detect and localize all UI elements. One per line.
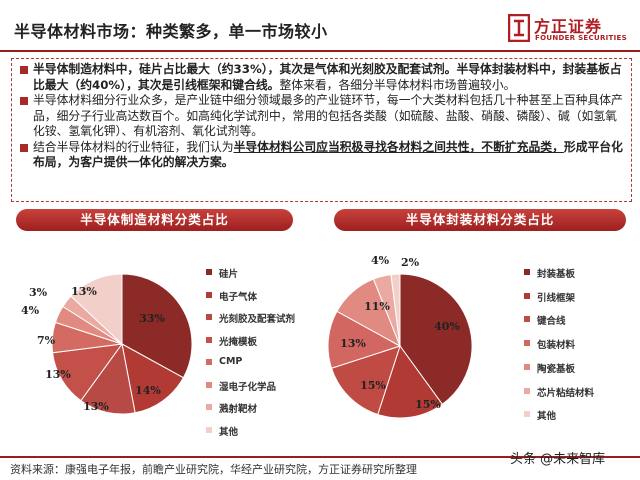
bullet-square-icon — [20, 143, 28, 152]
chart-title-packaging: 半导体封装材料分类占比 — [334, 209, 626, 231]
bullet-square-icon — [20, 66, 28, 74]
header-divider — [0, 50, 640, 52]
pie-slice-1-1 — [377, 344, 444, 419]
summary-paragraph-1: 半导体制造材料中，硅片占比最大（约33%），其次是气体和光刻胶及配套试剂。半导体… — [20, 62, 623, 93]
legend-label: 陶瓷基板 — [537, 363, 576, 375]
pie-slice-1-6 — [390, 273, 401, 347]
pie-value-label-1-5: 4% — [371, 254, 390, 267]
legend-swatch — [524, 411, 530, 418]
page-header: 半导体材料市场：种类繁多，单一市场较小 方正证券 FOUNDER SECURIT… — [0, 0, 640, 48]
pie-value-label-0-1: 14% — [135, 384, 161, 397]
footer-divider — [0, 456, 640, 458]
page-footer: 资料来源：康强电子年报，前瞻产业研究院，华经产业研究院，方正证券研究所整理 — [0, 456, 640, 480]
legend-swatch — [206, 404, 212, 410]
legend-label: 引线框架 — [537, 292, 576, 304]
summary-paragraph-2: 半导体材料细分行业众多，是产业链中细分领域最多的产业链环节，每一个大类材料包括几… — [20, 93, 623, 140]
legend-label: 溅射靶材 — [219, 404, 258, 415]
pie-value-label-1-6: 2% — [401, 256, 420, 269]
legend-swatch — [206, 381, 212, 388]
bullet-square-icon — [20, 97, 28, 105]
summary-paragraph-3: 结合半导体材料的行业特征，我们认为半导体材料公司应当积极寻找各材料之间共性，不断… — [20, 140, 623, 171]
pie-value-label-0-3: 13% — [45, 368, 71, 381]
legend-label: 芯片粘结材料 — [537, 387, 595, 399]
legend-label: 封装基板 — [537, 269, 576, 280]
logo-text-cn: 方正证券 — [534, 17, 603, 36]
pie-value-label-1-1: 15% — [415, 398, 441, 411]
pie-slice-0-0 — [121, 273, 193, 379]
watermark-text: 头条 @未来智库 — [510, 452, 606, 467]
legend-label: 硅片 — [219, 269, 239, 280]
legend-swatch — [206, 269, 212, 275]
legend-label: 其他 — [219, 426, 239, 438]
founder-logo-icon — [508, 14, 530, 42]
legend-swatch — [206, 336, 212, 343]
legend-swatch — [524, 363, 530, 370]
summary-p1-bold-1: 半导体制造材料中，硅片占比最大（约33%），其次是气体和光刻胶及配套试剂。 — [33, 62, 457, 76]
pie-value-label-0-5: 4% — [21, 304, 40, 317]
legend-label: 电子气体 — [219, 291, 258, 303]
pie-value-label-0-7: 13% — [71, 285, 97, 298]
chart-title-manufacturing: 半导体制造材料分类占比 — [16, 209, 293, 231]
legend-label: 包装材料 — [537, 340, 576, 352]
data-source-note: 资料来源：康强电子年报，前瞻产业研究院，华经产业研究院，方正证券研究所整理 — [10, 463, 417, 476]
pie-slice-0-7 — [70, 273, 123, 346]
pie-slice-0-1 — [121, 343, 185, 414]
legend-label: 光刻胶及配套试剂 — [219, 314, 296, 325]
legend-swatch — [524, 340, 530, 347]
pie-value-label-1-0: 40% — [434, 320, 460, 333]
legend-label: 湿电子化学品 — [219, 381, 277, 393]
legend-label: 键合线 — [537, 316, 566, 328]
pie-value-label-0-2: 13% — [83, 400, 109, 413]
summary-p3-bold-underline: 半导体材料公司应当积极寻找各材料之间共性，不断扩充品类， — [233, 139, 564, 154]
legend-swatch — [524, 316, 530, 323]
legend-swatch — [206, 314, 212, 320]
pie-value-label-1-3: 13% — [340, 337, 366, 350]
legend-label: 光掩模板 — [219, 336, 258, 348]
founder-logo: 方正证券 FOUNDER SECURITIES — [508, 12, 632, 48]
manufacturing-pie-chart: 33% 14% 13% 13% 7% 4% 3% 13% 40% 15% 15% 13% 11% 4% 2% — [21, 254, 473, 419]
summary-p2-text: 半导体材料细分行业众多，是产业链中细分领域最多的产业链环节，每一个大类材料包括几… — [33, 93, 623, 138]
summary-p3-normal: 结合半导体材料的行业特征，我们认为 — [33, 139, 234, 154]
summary-p1-normal: 整体来看，各细分半导体材料市场普遍较小。 — [279, 77, 516, 92]
summary-box: 半导体制造材料中，硅片占比最大（约33%），其次是气体和光刻胶及配套试剂。半导体… — [11, 58, 632, 202]
pie-value-label-0-4: 7% — [37, 334, 56, 347]
pie-slice-1-3 — [327, 310, 402, 369]
legend-swatch — [524, 292, 530, 299]
page-title: 半导体材料市场：种类繁多，单一市场较小 — [14, 22, 328, 41]
legend-swatch — [524, 269, 530, 275]
summary-p1-bold-2: 半导体封装材料中，封装基板占比最大（约40%），其次是引线框架和键合线。 — [33, 62, 622, 92]
legend-label: CMP — [219, 356, 243, 367]
legend-swatch — [524, 387, 530, 394]
legend-swatch — [206, 359, 212, 365]
pie-slice-0-3 — [51, 343, 124, 402]
pie-value-label-1-4: 11% — [364, 300, 390, 313]
pie-value-label-1-2: 15% — [360, 379, 386, 392]
pie-slice-0-2 — [80, 342, 136, 415]
summary-p3-bold: 形成平台化布局，为客户提供一体化的解决方案。 — [33, 139, 623, 170]
pie-slice-1-0 — [399, 273, 473, 405]
pie-value-label-0-0: 33% — [139, 312, 165, 325]
logo-text-en: FOUNDER SECURITIES — [535, 34, 627, 42]
legend-label: 其他 — [537, 411, 557, 423]
legend-swatch — [206, 291, 212, 298]
pie-value-label-0-6: 3% — [29, 286, 48, 299]
legend-swatch — [206, 426, 212, 433]
